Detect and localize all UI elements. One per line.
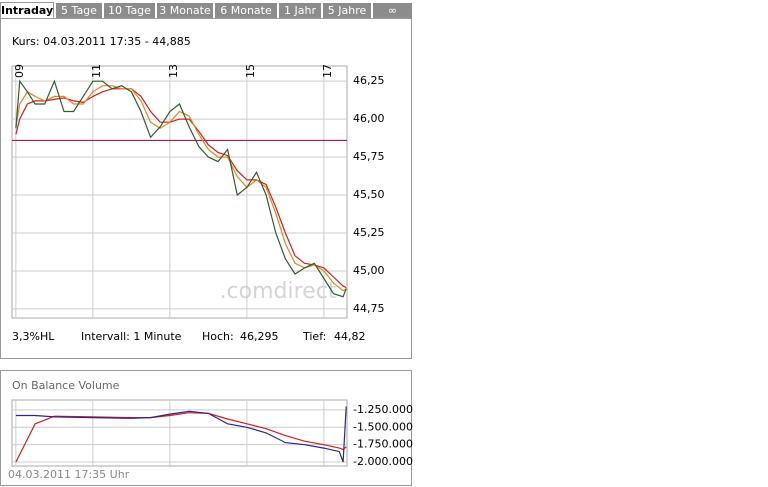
series-line <box>15 88 347 289</box>
series-line <box>15 406 347 463</box>
x-tick-label: 13 <box>167 64 180 78</box>
tab[interactable]: 6 Monate <box>215 3 277 18</box>
panel-frame <box>0 18 412 359</box>
quote: Kurs: 04.03.2011 17:35 - 44,885 <box>12 35 191 48</box>
info-low: 44,82 <box>334 330 366 343</box>
x-tick-label: 09 <box>13 64 26 78</box>
tab[interactable]: 3 Monate <box>157 3 213 18</box>
panel-footer: 04.03.2011 17:35 Uhr <box>8 468 130 481</box>
y-tick-label: -2.000.000 <box>353 455 413 468</box>
info-high-label: Hoch: <box>202 330 234 343</box>
y-tick-label: 46,25 <box>353 74 385 87</box>
series-line <box>15 412 347 463</box>
tab[interactable]: 1 Jahr <box>279 3 321 18</box>
info-low-label: Tief: <box>302 330 326 343</box>
y-tick-label: -1.750.000 <box>353 438 413 451</box>
series-line <box>15 79 347 298</box>
watermark: .comdirect <box>220 279 337 304</box>
y-tick-label: 46,00 <box>353 112 385 125</box>
y-tick-label: 45,25 <box>353 226 385 239</box>
panel-frame <box>0 370 412 486</box>
info-interval: Intervall: 1 Minute <box>81 330 182 343</box>
tab[interactable]: 5 Tage <box>56 3 102 18</box>
y-tick-label: 45,75 <box>353 150 385 163</box>
plot-area <box>11 399 348 467</box>
y-tick-label: 44,75 <box>353 302 385 315</box>
x-tick-label: 17 <box>321 64 334 78</box>
series-line <box>15 85 347 292</box>
y-tick-label: -1.500.000 <box>353 420 413 433</box>
tab[interactable]: 5 Jahre <box>323 3 371 18</box>
y-tick-label: -1.250.000 <box>353 403 413 416</box>
y-tick-label: 45,50 <box>353 188 385 201</box>
info-high: 46,295 <box>240 330 279 343</box>
info-range: 3,3%HL <box>12 330 55 343</box>
tab[interactable]: 10 Tage <box>104 3 155 18</box>
panel-title: On Balance Volume <box>12 379 120 392</box>
y-tick-label: 45,00 <box>353 264 385 277</box>
tab[interactable]: ∞ <box>373 3 412 18</box>
x-tick-label: 11 <box>90 64 103 78</box>
x-tick-label: 15 <box>244 64 257 78</box>
plot-area <box>11 65 348 319</box>
tab[interactable]: Intraday <box>0 2 54 18</box>
